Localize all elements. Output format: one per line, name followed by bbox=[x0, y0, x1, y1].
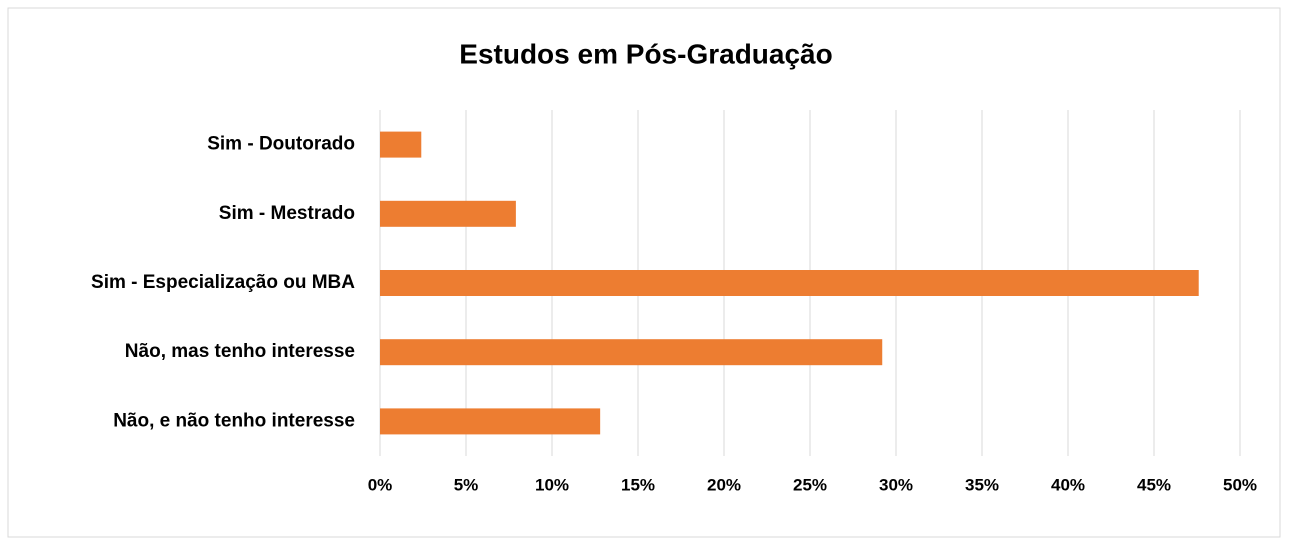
x-tick-label: 20% bbox=[707, 475, 741, 494]
x-tick-label: 30% bbox=[879, 475, 913, 494]
y-tick-label: Não, e não tenho interesse bbox=[113, 410, 355, 431]
bar bbox=[380, 408, 601, 435]
bar bbox=[380, 200, 516, 227]
x-tick-label: 45% bbox=[1137, 475, 1171, 494]
x-tick-label: 35% bbox=[965, 475, 999, 494]
bar bbox=[380, 270, 1199, 296]
y-tick-label: Não, mas tenho interesse bbox=[125, 341, 355, 362]
x-tick-label: 40% bbox=[1051, 475, 1085, 494]
y-tick-label: Sim - Mestrado bbox=[219, 203, 355, 224]
y-tick-label: Sim - Doutorado bbox=[207, 134, 355, 155]
x-tick-label: 15% bbox=[621, 475, 655, 494]
y-tick-label: Sim - Especialização ou MBA bbox=[91, 272, 355, 293]
x-tick-label: 5% bbox=[454, 475, 479, 494]
bar bbox=[380, 339, 883, 366]
x-tick-label: 10% bbox=[535, 475, 569, 494]
bar bbox=[380, 131, 422, 158]
x-tick-label: 0% bbox=[368, 475, 393, 494]
x-tick-label: 25% bbox=[793, 475, 827, 494]
chart-title: Estudos em Pós-Graduação bbox=[459, 38, 832, 69]
x-tick-label: 50% bbox=[1223, 475, 1257, 494]
